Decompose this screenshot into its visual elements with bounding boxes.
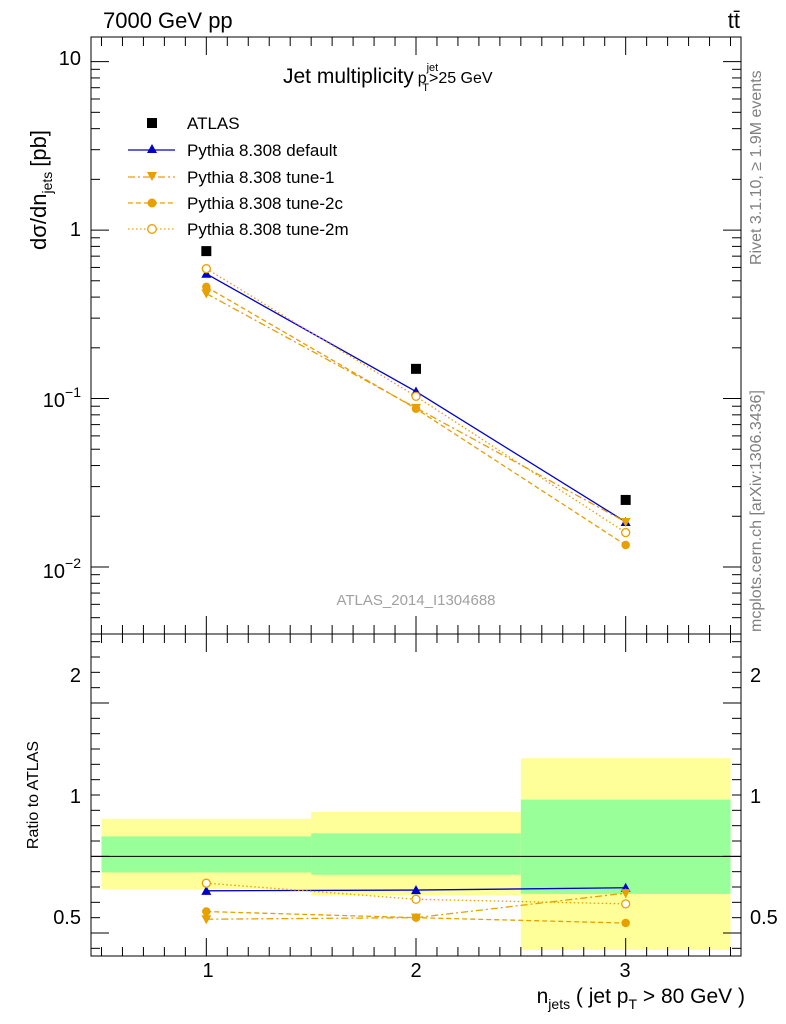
ratio-y-tick-labels-left: 2 1 0.5 <box>53 665 81 929</box>
x-axis-label-sub2: T <box>628 996 637 1012</box>
ratio-point-pythia-8-308-default <box>201 885 212 895</box>
ratio-y-tick-label-right-0.5: 0.5 <box>750 907 778 929</box>
series-point-pythia-8-308-tune-2m <box>201 264 211 274</box>
ratio-point-pythia-8-308-tune-1 <box>201 915 212 925</box>
title-cut-p: p <box>418 70 427 87</box>
series-point-pythia-8-308-tune-2c <box>411 404 421 413</box>
y-tick-label-10-base: 10 <box>59 48 81 70</box>
series-point-pythia-8-308-tune-2m <box>411 391 421 402</box>
series-point-pythia-8-308-tune-1 <box>201 289 212 299</box>
legend-label-atlas: ATLAS <box>187 114 240 133</box>
title-cut-rest: >25 GeV <box>429 70 493 87</box>
ratio-point-pythia-8-308-tune-2c <box>202 907 211 916</box>
legend-marker-default <box>147 144 157 153</box>
ratio-point-pythia-8-308-tune-1 <box>620 889 631 899</box>
legend-marker-tune1 <box>147 172 157 181</box>
x-tick-labels: 1 2 3 <box>202 960 630 982</box>
uncertainty-band-green-2 <box>311 833 521 875</box>
y-tick-label-0.01-exp: −2 <box>65 555 81 571</box>
y-tick-label-0.1-exp: −1 <box>65 384 81 400</box>
ratio-y-tick-label-0.5: 0.5 <box>53 907 81 929</box>
main-panel <box>90 36 742 635</box>
main-y-axis-label: dσ/dnjets [pb] <box>26 130 55 250</box>
legend-label-tune1: Pythia 8.308 tune-1 <box>187 168 334 187</box>
ratio-y-tick-label-right-2: 2 <box>750 665 761 687</box>
ratio-y-tick-label-right-1: 1 <box>750 786 761 808</box>
x-axis-label-sub: jets <box>547 996 570 1012</box>
main-title-text: Jet multiplicity <box>283 65 414 88</box>
ratio-line-pythia-8-308-tune-1 <box>206 892 626 920</box>
main-y-tick-labels: 10 1 10−1 10−2 <box>43 48 81 583</box>
ratio-panel <box>90 633 742 957</box>
main-y-axis-label-unit: [pb] <box>26 130 51 167</box>
ratio-y-tick-label-2: 2 <box>70 665 81 687</box>
main-watermark: ATLAS_2014_I1304688 <box>336 592 495 609</box>
legend-marker-tune2m <box>147 224 157 234</box>
ratio-y-tick-labels-right: 2 1 0.5 <box>750 665 778 929</box>
legend: ATLAS Pythia 8.308 default Pythia 8.308 … <box>128 114 349 239</box>
ratio-point-pythia-8-308-default <box>411 885 421 895</box>
main-title: Jet multiplicity pjet T>25 GeV <box>283 62 493 94</box>
x-axis-label-rest1: ( jet p <box>570 985 628 1008</box>
ratio-y-axis-label: Ratio to ATLAS <box>25 741 42 849</box>
main-y-axis-label-sub: jets <box>39 172 55 195</box>
x-tick-label-2: 2 <box>410 960 421 982</box>
series-point-pythia-8-308-tune-2c <box>202 282 211 292</box>
y-tick-label-1: 1 <box>70 219 81 241</box>
atlas-data-point <box>201 246 212 257</box>
title-cut-sup: jet <box>426 62 439 74</box>
y-tick-label-1-base: 1 <box>70 219 81 241</box>
ratio-y-tick-label-1: 1 <box>70 786 81 808</box>
x-tick-label-1: 1 <box>202 960 213 982</box>
ratio-point-pythia-8-308-tune-2m <box>201 878 211 888</box>
y-tick-label-0.1-base: 10 <box>43 390 65 412</box>
y-tick-label-10: 10 <box>59 48 81 70</box>
uncertainty-band-green-3 <box>520 799 731 894</box>
atlas-data-point <box>620 494 631 505</box>
ratio-point-pythia-8-308-tune-2c <box>411 913 421 922</box>
main-text: Jet multiplicity pjet T>25 GeV dσ/dnjets [p… <box>26 48 765 632</box>
ratio-point-pythia-8-308-tune-2m <box>411 894 421 904</box>
series-line-pythia-8-308-tune-2c <box>205 286 627 546</box>
ratio-point-pythia-8-308-tune-2m <box>621 899 631 909</box>
x-axis-label-n: n <box>537 985 549 1008</box>
y-tick-label-0.01-base: 10 <box>43 561 65 583</box>
title-cut-sub: T <box>422 82 429 94</box>
legend-label-tune2c: Pythia 8.308 tune-2c <box>187 194 343 213</box>
atlas-data-point <box>411 363 421 374</box>
x-tick-label-3: 3 <box>619 960 630 982</box>
ratio-point-pythia-8-308-tune-2c <box>621 918 630 928</box>
legend-label-tune2m: Pythia 8.308 tune-2m <box>187 220 349 239</box>
ratio-text: Ratio to ATLAS 2 1 0.5 2 1 0.5 1 2 3 nje… <box>25 665 778 1012</box>
series-point-pythia-8-308-tune-2m <box>621 527 631 538</box>
legend-label-default: Pythia 8.308 default <box>187 141 338 160</box>
uncertainty-band-green-1 <box>101 836 312 873</box>
side-label-mcplots: mcplots.cern.ch [arXiv:1306.3436] <box>748 390 765 632</box>
series-line-pythia-8-308-tune-1 <box>206 292 626 523</box>
side-label-rivet: Rivet 3.1.10, ≥ 1.9M events <box>748 70 765 265</box>
header-left: 7000 GeV pp <box>103 8 233 33</box>
series-point-pythia-8-308-tune-1 <box>620 517 631 527</box>
x-axis-label-rest2: > 80 GeV ) <box>637 985 745 1008</box>
series-point-pythia-8-308-tune-2c <box>621 540 630 550</box>
legend-marker-tune2c <box>147 198 157 208</box>
y-tick-label-0.1: 10−1 <box>43 384 81 412</box>
header-right: tt̄ <box>728 8 740 33</box>
main-y-axis-label-text: dσ/dn <box>26 194 51 250</box>
x-axis-label: njets ( jet pT > 80 GeV ) <box>537 985 745 1012</box>
legend-marker-atlas <box>147 118 157 128</box>
y-tick-label-0.01: 10−2 <box>43 555 81 583</box>
